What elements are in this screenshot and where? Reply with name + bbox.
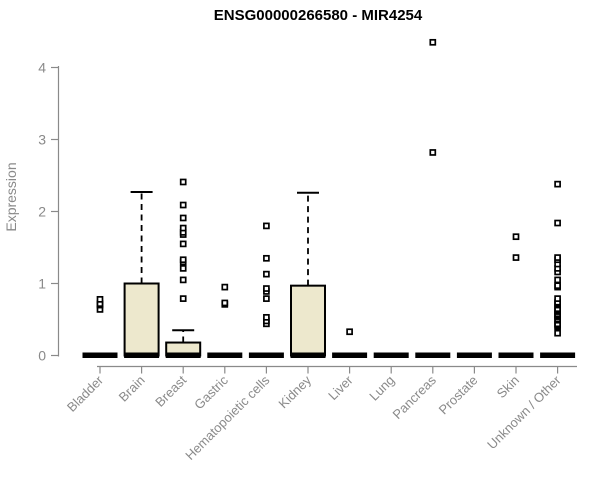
outlier-point bbox=[554, 219, 561, 227]
outlier-point bbox=[179, 224, 187, 232]
outlier-point bbox=[554, 329, 561, 337]
x-tick-label: Bladder bbox=[64, 372, 107, 415]
boxplot-prostate bbox=[456, 352, 492, 358]
outlier-point bbox=[263, 295, 270, 302]
median-bar bbox=[456, 352, 492, 358]
chart-title: ENSG00000266580 - MIR4254 bbox=[213, 7, 423, 24]
x-tick-label: Lung bbox=[366, 373, 397, 404]
median-bar bbox=[498, 352, 534, 358]
x-tick-label: Kidney bbox=[275, 372, 314, 411]
median-bar bbox=[248, 352, 284, 358]
y-tick-label: 2 bbox=[38, 204, 46, 220]
x-tick-label: Breast bbox=[152, 372, 189, 409]
outlier-point bbox=[512, 254, 520, 261]
outlier-point bbox=[179, 178, 187, 186]
outlier-point bbox=[554, 295, 561, 302]
boxplot-gastric bbox=[207, 283, 243, 358]
outlier-point bbox=[429, 149, 437, 156]
outlier-point bbox=[554, 282, 561, 290]
boxplot-breast bbox=[165, 178, 202, 358]
median-bar bbox=[165, 352, 201, 358]
y-tick-label: 0 bbox=[38, 348, 46, 364]
outlier-point bbox=[179, 276, 187, 284]
median-bar bbox=[207, 352, 243, 358]
outlier-point bbox=[512, 233, 520, 241]
boxplot-lung bbox=[373, 352, 409, 358]
median-bar bbox=[373, 352, 409, 358]
median-bar bbox=[290, 352, 326, 358]
y-tick-label: 3 bbox=[38, 132, 46, 148]
median-bar bbox=[332, 352, 368, 358]
outlier-point bbox=[179, 240, 187, 248]
outlier-point bbox=[263, 285, 270, 292]
x-tick-label: Unknown / Other bbox=[484, 372, 564, 452]
median-bar bbox=[540, 352, 576, 358]
outlier-point bbox=[263, 270, 270, 278]
boxplot-brain bbox=[123, 191, 160, 358]
x-tick-label: Liver bbox=[325, 372, 356, 403]
x-tick-label: Skin bbox=[494, 373, 522, 401]
boxplot-unknown-other bbox=[540, 180, 576, 358]
median-bar bbox=[124, 352, 160, 358]
boxplot-pancreas bbox=[415, 38, 451, 358]
boxplot-skin bbox=[498, 233, 534, 358]
outlier-point bbox=[429, 38, 437, 46]
outlier-point bbox=[179, 265, 187, 272]
x-tick-label: Gastric bbox=[191, 372, 231, 412]
x-tick-label: Brain bbox=[116, 373, 148, 405]
y-tick-label: 1 bbox=[38, 276, 46, 292]
y-axis: 0 1 2 3 4 bbox=[38, 60, 60, 364]
outlier-point bbox=[554, 276, 561, 284]
outlier-point bbox=[263, 222, 270, 230]
outlier-point bbox=[179, 256, 187, 264]
iqr-box bbox=[290, 284, 326, 357]
outlier-point bbox=[554, 254, 561, 261]
x-tick-label: Prostate bbox=[436, 373, 481, 418]
outlier-point bbox=[346, 328, 353, 336]
outlier-point bbox=[263, 313, 270, 321]
iqr-box bbox=[123, 282, 160, 357]
outlier-point bbox=[554, 180, 561, 188]
boxplot-liver bbox=[332, 328, 368, 358]
boxplot-kidney bbox=[290, 191, 326, 358]
outlier-point bbox=[96, 295, 104, 303]
outlier-point bbox=[221, 299, 229, 307]
median-bar bbox=[82, 352, 118, 358]
boxplot-hematopoietic-cells bbox=[248, 222, 284, 358]
median-bar bbox=[415, 352, 451, 358]
outlier-point bbox=[263, 254, 270, 262]
outlier-point bbox=[179, 295, 187, 302]
y-tick-label: 4 bbox=[38, 60, 46, 76]
outlier-point bbox=[179, 214, 187, 222]
boxplot-bladder bbox=[82, 295, 118, 358]
outlier-point bbox=[221, 283, 229, 291]
outlier-point bbox=[179, 201, 187, 209]
x-tick-label: Pancreas bbox=[389, 372, 439, 422]
